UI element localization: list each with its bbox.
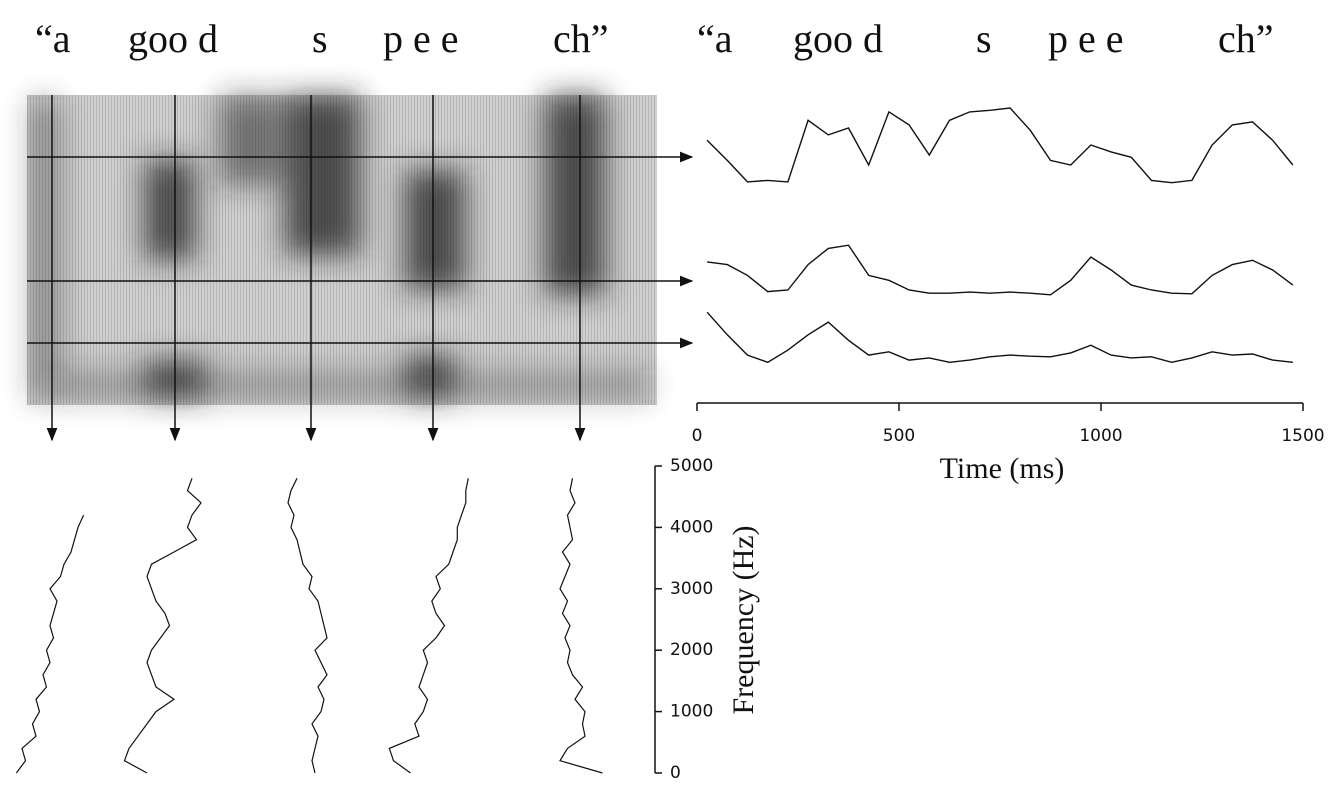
phoneme-label: “a: [697, 16, 733, 61]
x-tick-label: 0: [692, 426, 703, 446]
phoneme-label: “a: [35, 16, 71, 61]
x-tick-label: 1500: [1281, 426, 1324, 446]
spectrum-slice: [388, 478, 469, 774]
x-axis-label: Time (ms): [940, 452, 1065, 485]
y-tick-label: 5000: [670, 456, 713, 476]
time-curve: [706, 107, 1294, 184]
phoneme-label: s: [312, 16, 328, 61]
y-tick-label: 2000: [670, 640, 713, 660]
phoneme-label: ch”: [1218, 16, 1274, 61]
spectrogram: [27, 95, 657, 405]
y-tick-label: 3000: [670, 579, 713, 599]
time-curve: [706, 311, 1293, 364]
spectrum-slice: [287, 478, 328, 774]
y-tick-label: 4000: [670, 517, 713, 537]
spectrum-slice: [559, 478, 603, 774]
y-axis-label: Frequency (Hz): [727, 525, 760, 714]
x-tick-label: 1000: [1079, 426, 1122, 446]
spectrum-slice: [15, 514, 85, 774]
spectrum-slice: [123, 478, 202, 774]
phoneme-label: goo d: [793, 16, 883, 61]
phoneme-label: p e e: [1048, 16, 1124, 61]
phoneme-label: goo d: [128, 16, 218, 61]
phoneme-label: ch”: [553, 16, 609, 61]
time-curve: [707, 244, 1294, 296]
y-tick-label: 0: [670, 763, 681, 783]
phoneme-label: p e e: [383, 16, 459, 61]
phoneme-label: s: [976, 16, 992, 61]
y-tick-label: 1000: [670, 702, 713, 722]
x-tick-label: 500: [883, 426, 915, 446]
slice-guides: [27, 95, 694, 442]
